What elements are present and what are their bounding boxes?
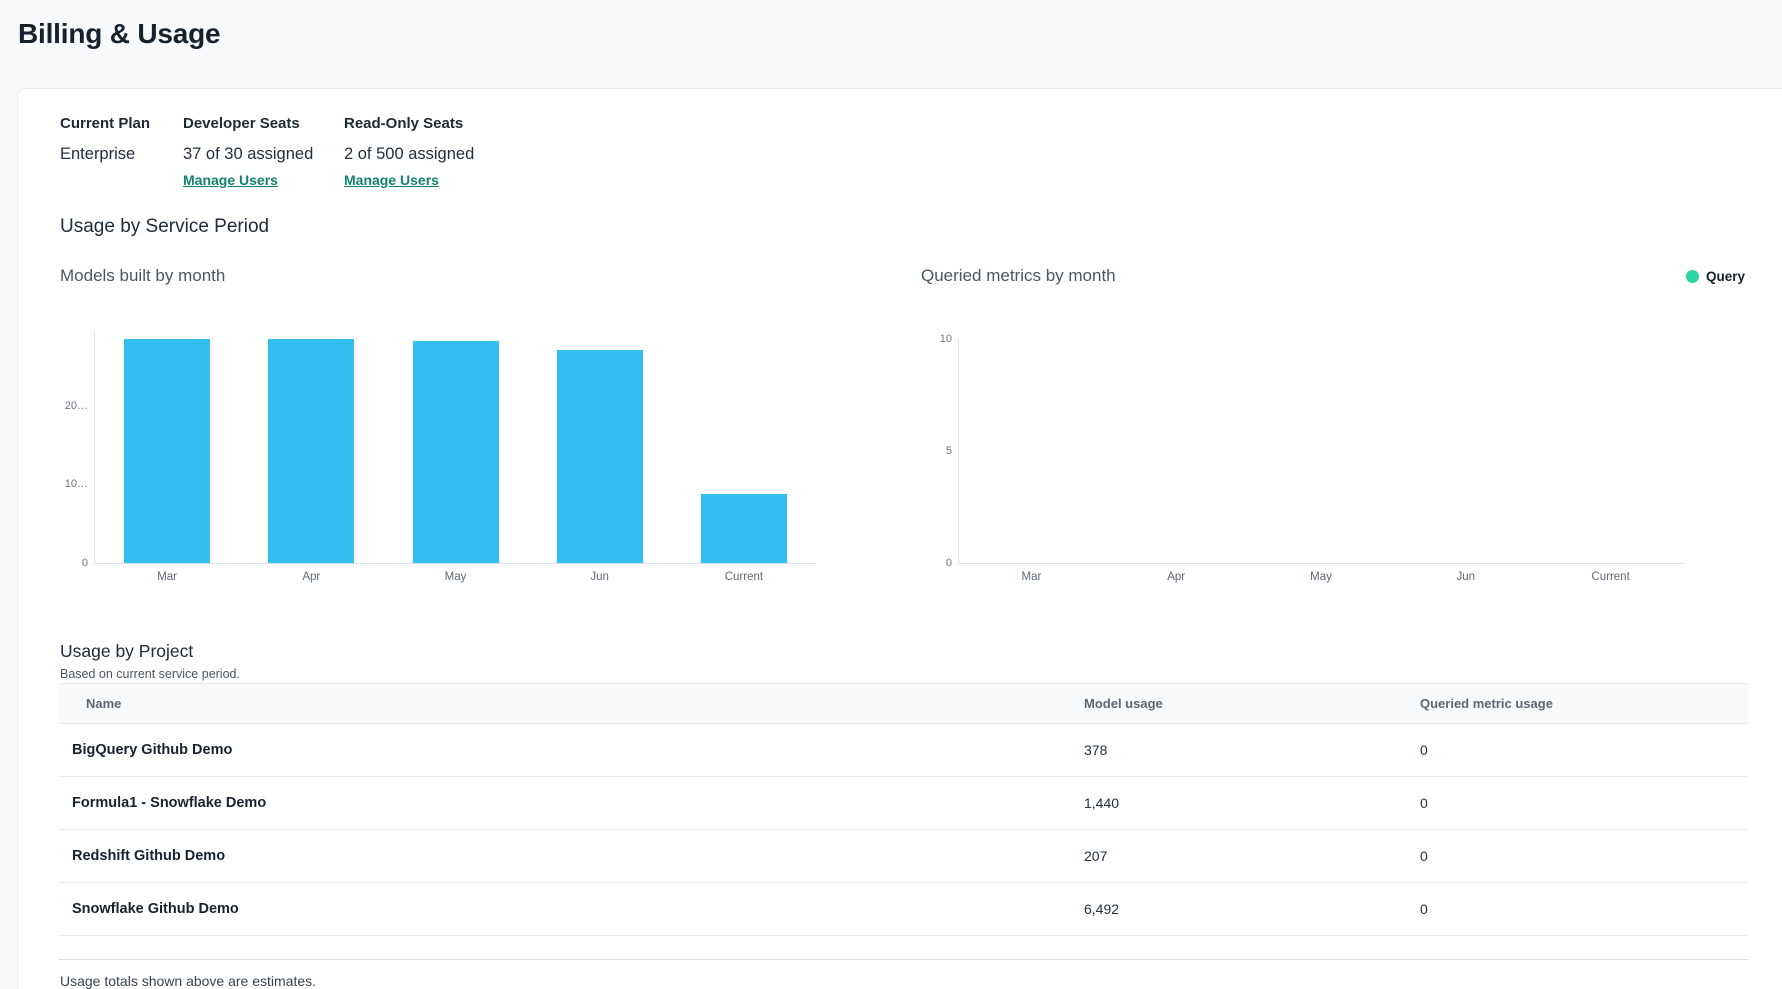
plan-column-read-only-seats: Read-Only Seats 2 of 500 assigned Manage… (344, 115, 474, 188)
header-model-usage: Model usage (1084, 696, 1163, 711)
read-only-seats-label: Read-Only Seats (344, 115, 464, 132)
usage-by-service-period-heading: Usage by Service Period (60, 216, 270, 237)
cell-queried-metric-usage: 0 (1420, 848, 1428, 864)
models-chart-title: Models built by month (60, 266, 226, 285)
cell-model-usage: 6,492 (1084, 901, 1120, 917)
manage-users-link-developer[interactable]: Manage Users (183, 172, 278, 188)
queried-metrics-chart: Mar Apr May Jun Current 0 5 10 (940, 333, 1683, 583)
x-axis-label-jun: Jun (1456, 571, 1476, 583)
plan-column-current-plan: Current Plan Enterprise (60, 115, 183, 188)
y-axis-tick: 10… (64, 478, 88, 491)
table-row: Snowflake Github Demo 6,492 0 (59, 883, 1748, 936)
cell-model-usage: 378 (1084, 742, 1108, 758)
y-axis-tick: 20… (64, 399, 88, 412)
table-row: Redshift Github Demo 207 0 (59, 830, 1748, 883)
bar-current[interactable] (700, 494, 787, 563)
cell-project-name: Snowflake Github Demo (72, 901, 239, 917)
y-axis-tick: 10 (939, 333, 952, 345)
models-built-chart: Mar Apr May Jun Current 0 10… 20… (65, 331, 816, 583)
y-axis-tick: 0 (81, 557, 88, 569)
x-axis-label-apr: Apr (302, 571, 321, 583)
cell-project-name: BigQuery Github Demo (72, 742, 233, 758)
header-queried-metric-usage: Queried metric usage (1420, 696, 1553, 711)
page-title: Billing & Usage (18, 18, 221, 49)
x-axis-label-current: Current (1591, 571, 1630, 583)
legend-dot-icon (1686, 270, 1699, 283)
x-axis-label-may: May (444, 571, 467, 583)
usage-by-project-subtext: Based on current service period. (60, 667, 240, 681)
plan-column-developer-seats: Developer Seats 37 of 30 assigned Manage… (183, 115, 344, 188)
y-axis-tick: 5 (945, 445, 952, 457)
cell-queried-metric-usage: 0 (1420, 901, 1428, 917)
read-only-seats-value: 2 of 500 assigned (344, 145, 475, 163)
x-axis-label-may: May (1310, 571, 1332, 583)
cell-queried-metric-usage: 0 (1420, 742, 1428, 758)
bar-mar[interactable] (124, 338, 211, 563)
cell-project-name: Formula1 - Snowflake Demo (72, 795, 267, 811)
cell-queried-metric-usage: 0 (1420, 795, 1428, 811)
current-plan-label: Current Plan (60, 115, 151, 132)
table-row: BigQuery Github Demo 378 0 (59, 724, 1748, 777)
bar-may[interactable] (412, 340, 499, 563)
usage-by-project-table: Name Model usage Queried metric usage Bi… (59, 683, 1748, 936)
legend-label: Query (1706, 269, 1746, 284)
bar-apr[interactable] (268, 339, 355, 563)
x-axis-label-current: Current (724, 571, 764, 583)
queried-chart-title: Queried metrics by month (921, 266, 1116, 285)
x-axis-label-jun: Jun (590, 571, 609, 583)
x-axis-label-apr: Apr (1167, 571, 1186, 583)
bar-jun[interactable] (556, 350, 643, 563)
developer-seats-value: 37 of 30 assigned (183, 145, 314, 163)
developer-seats-label: Developer Seats (183, 115, 300, 132)
manage-users-link-read-only[interactable]: Manage Users (344, 172, 439, 188)
usage-by-project-heading: Usage by Project (60, 641, 194, 661)
cell-project-name: Redshift Github Demo (72, 848, 226, 864)
current-plan-value: Enterprise (60, 145, 136, 163)
legend-query[interactable]: Query (1686, 269, 1745, 284)
header-name: Name (86, 696, 122, 711)
y-axis-tick: 0 (945, 557, 952, 569)
usage-estimates-footnote: Usage totals shown above are estimates. (60, 973, 317, 989)
x-axis-label-mar: Mar (157, 571, 177, 583)
billing-card: Current Plan Enterprise Developer Seats … (17, 88, 1782, 989)
x-axis-label-mar: Mar (1021, 571, 1042, 583)
cell-model-usage: 1,440 (1084, 795, 1120, 811)
plan-summary: Current Plan Enterprise Developer Seats … (60, 115, 474, 188)
table-header-row: Name Model usage Queried metric usage (59, 683, 1748, 724)
table-row: Formula1 - Snowflake Demo 1,440 0 (59, 777, 1748, 830)
cell-model-usage: 207 (1084, 848, 1108, 864)
footer-divider (59, 959, 1748, 960)
